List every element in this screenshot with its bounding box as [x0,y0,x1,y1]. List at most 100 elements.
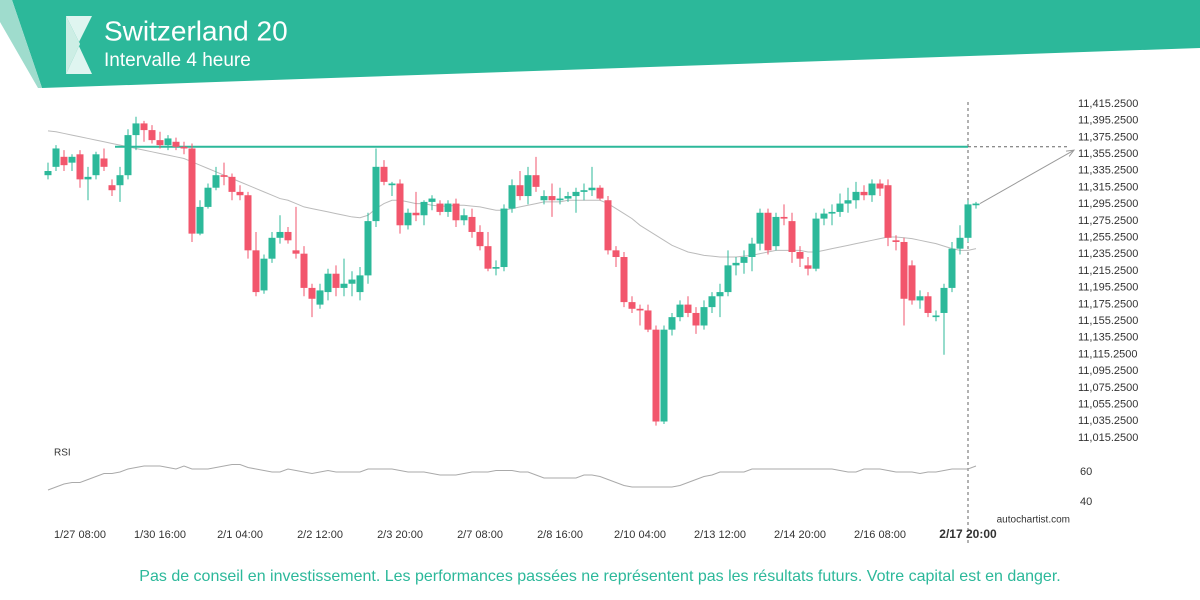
candle-body [668,317,676,330]
candle-body [924,296,932,313]
y-tick-label: 11,015.2500 [1078,432,1138,444]
rsi-tick-label: 60 [1080,466,1092,478]
candle-body [692,312,700,326]
candle-body [828,211,836,214]
candle-body [300,253,308,288]
candle-body [676,304,684,318]
candle-body [860,191,868,196]
candle-body [700,307,708,326]
y-tick-label: 11,055.2500 [1078,399,1138,411]
y-tick-label: 11,155.2500 [1078,315,1138,327]
candle-body [484,246,492,269]
candle-body [732,262,740,266]
candle-body [940,287,948,313]
candle-body [852,191,860,201]
candle-body [620,257,628,303]
y-tick-label: 11,395.2500 [1078,115,1138,127]
y-tick-label: 11,335.2500 [1078,165,1138,177]
candle-body [788,221,796,253]
candle-body [124,135,132,176]
candle-body [52,148,60,167]
x-tick-label: 1/27 08:00 [54,529,106,541]
candle-body [172,141,180,147]
candle-body [708,296,716,308]
candle-body [540,196,548,201]
candle-body [508,185,516,209]
candle-body [780,216,788,219]
candle-body [724,265,732,293]
candle-body [404,212,412,226]
x-tick-label: 2/17 20:00 [939,527,997,541]
y-tick-label: 11,255.2500 [1078,232,1138,244]
y-tick-label: 11,315.2500 [1078,181,1138,193]
candle-body [348,279,356,284]
x-tick-label: 2/2 12:00 [297,529,343,541]
candle-body [84,176,92,180]
x-tick-label: 2/16 08:00 [854,529,906,541]
candle-body [564,196,572,199]
candle-body [468,216,476,232]
candle-body [428,198,436,202]
candle-body [492,267,500,269]
candle-body [388,183,396,186]
candle-body [884,185,892,238]
candle-body [140,123,148,131]
candle-body [796,252,804,259]
candle-body [460,215,468,221]
candle-body [516,185,524,197]
candle-body [908,265,916,301]
candle-body [500,208,508,268]
candle-body [60,156,68,166]
candle-body [156,140,164,146]
candle-body [548,196,556,201]
candle-body [836,203,844,212]
y-tick-label: 11,375.2500 [1078,131,1138,143]
candle-body [556,198,564,201]
candle-body [316,290,324,305]
candle-body [652,329,660,422]
candle-body [612,250,620,258]
candle-body [412,212,420,216]
x-tick-label: 2/7 08:00 [457,529,503,541]
candle-body [292,250,300,254]
candle-body [812,218,820,269]
candle-body [340,283,348,288]
candle-body [820,213,828,219]
candle-body [764,212,772,251]
candle-body [844,200,852,204]
candle-body [964,204,972,238]
candle-body [356,275,364,293]
subtitle: Intervalle 4 heure [104,50,251,71]
watermark: autochartist.com [997,515,1070,526]
rsi-tick-label: 40 [1080,496,1092,508]
y-tick-label: 11,075.2500 [1078,382,1138,394]
candle-body [452,203,460,221]
candle-body [252,250,260,293]
candle-body [196,206,204,234]
candle-body [372,166,380,222]
candle-body [324,273,332,293]
candle-body [212,175,220,188]
y-tick-label: 11,095.2500 [1078,365,1138,377]
candle-body [364,221,372,276]
candle-body [220,175,228,177]
forecast-arrow [979,149,1075,205]
y-tick-label: 11,235.2500 [1078,248,1138,260]
candle-body [92,154,100,176]
candle-body [948,248,956,288]
rsi-line [47,464,977,491]
candle-body [276,231,284,238]
candle-body [956,237,964,249]
candle-body [596,187,604,199]
header-band [12,0,1200,88]
y-tick-label: 11,215.2500 [1078,265,1138,277]
x-tick-label: 2/1 04:00 [217,529,263,541]
x-tick-label: 2/3 20:00 [377,529,423,541]
y-tick-label: 11,175.2500 [1078,298,1138,310]
candle-body [476,231,484,247]
rsi-label: RSI [54,448,71,459]
candle-body [380,166,388,182]
candle-body [244,195,252,251]
candle-body [436,203,444,212]
